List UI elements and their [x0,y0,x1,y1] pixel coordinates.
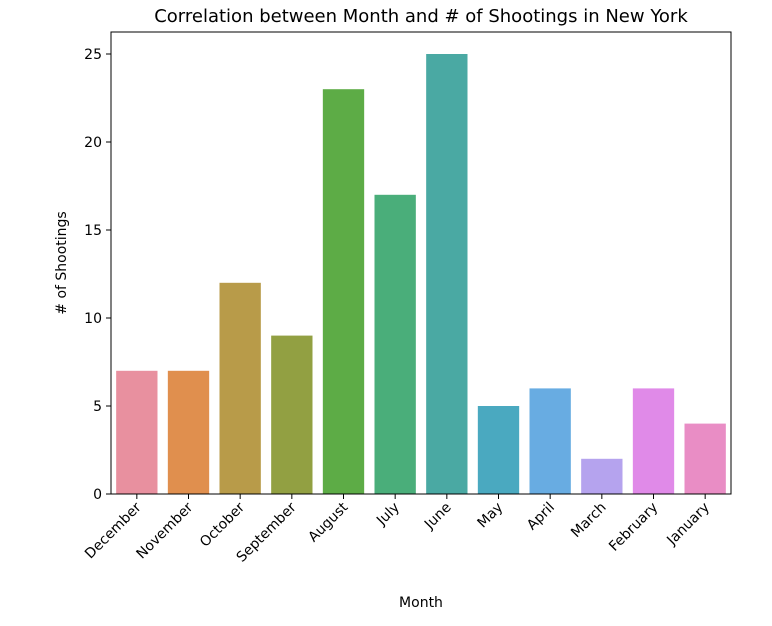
bar-december [116,370,158,494]
bar-may [477,406,520,494]
x-tick-label-october: October [197,499,248,550]
bar-february [632,388,675,494]
y-tick-label: 20 [84,135,102,151]
x-axis-label: Month [399,595,443,611]
bar-august [322,89,365,494]
x-tick-label-july: July [373,500,403,530]
x-tick-label-may: May [475,500,507,532]
bar-november [167,370,210,494]
chart-title: Correlation between Month and # of Shoot… [154,6,688,27]
bar-september [271,335,313,494]
x-tick-label-april: April [524,500,558,534]
x-tick-label-november: November [134,499,197,562]
y-tick-label: 15 [84,223,102,239]
y-tick-label: 5 [93,399,102,415]
bar-october [219,282,261,494]
bar-january [684,423,726,494]
x-tick-label-march: March [568,500,609,541]
x-tick-label-february: February [606,500,661,555]
y-axis-label: # of Shootings [54,211,70,314]
y-axis: 0 5 10 15 20 25 [84,47,111,503]
bar-march [581,458,623,494]
y-tick-label: 25 [84,47,102,63]
y-tick-label: 10 [84,311,102,327]
y-tick-label: 0 [93,487,102,503]
bar-april [529,388,571,494]
bar-june [426,54,468,494]
x-tick-label-june: June [421,500,455,534]
bar-july [374,194,416,495]
plot-area [116,54,726,495]
x-tick-label-january: January [663,500,713,550]
plot-frame [110,31,732,495]
x-tick-label-august: August [305,499,351,545]
